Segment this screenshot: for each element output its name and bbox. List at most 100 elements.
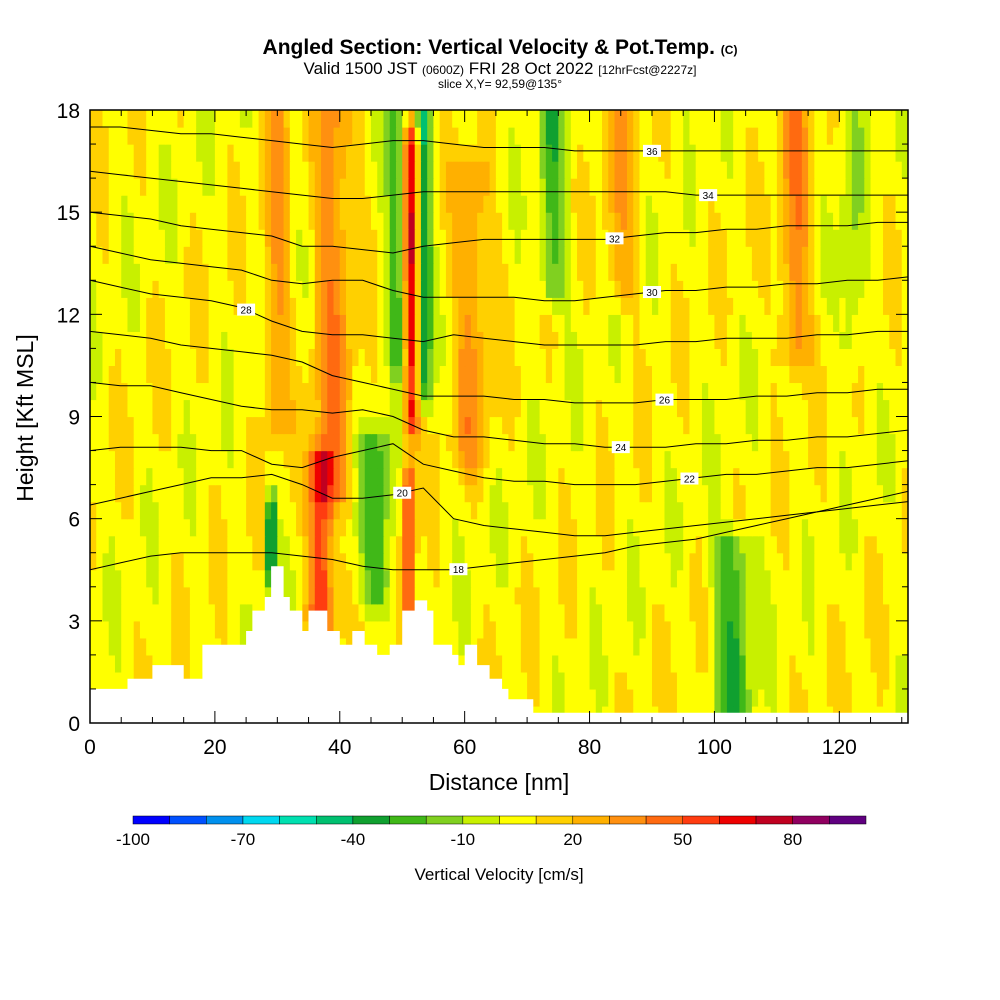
velocity-cell [583, 620, 591, 639]
velocity-cell [620, 331, 628, 349]
velocity-cell [570, 603, 578, 622]
velocity-cell [883, 110, 890, 128]
velocity-cell [808, 348, 815, 367]
velocity-cell [202, 501, 210, 520]
velocity-cell [833, 535, 840, 554]
velocity-cell [171, 433, 179, 452]
velocity-cell [277, 552, 285, 571]
velocity-cell [433, 569, 441, 588]
velocity-cell [864, 501, 872, 520]
velocity-cell [439, 246, 447, 264]
velocity-cell [139, 314, 147, 332]
velocity-cell [583, 433, 591, 452]
velocity-cell [370, 280, 378, 298]
velocity-cell [564, 280, 572, 298]
velocity-cell [233, 399, 241, 418]
velocity-cell [733, 229, 741, 247]
velocity-cell [158, 331, 166, 349]
velocity-cell [676, 195, 684, 213]
velocity-cell [302, 297, 310, 315]
velocity-cell [477, 365, 484, 384]
velocity-cell [489, 637, 497, 656]
velocity-cell [420, 331, 428, 349]
velocity-cell [239, 348, 247, 367]
velocity-cell [121, 518, 129, 537]
velocity-cell [152, 467, 160, 486]
velocity-cell [620, 586, 628, 605]
velocity-cell [783, 569, 790, 588]
velocity-cell [502, 501, 509, 520]
velocity-cell [864, 229, 872, 247]
velocity-cell [389, 586, 397, 605]
velocity-cell [801, 178, 809, 196]
velocity-cell [296, 178, 303, 196]
velocity-cell [402, 110, 410, 128]
velocity-cell [90, 110, 97, 128]
velocity-cell [114, 433, 122, 452]
velocity-cell [714, 229, 722, 247]
velocity-cell [614, 195, 622, 213]
velocity-cell [127, 212, 135, 230]
velocity-cell [227, 110, 235, 128]
velocity-cell [801, 484, 809, 503]
velocity-cell [814, 671, 822, 690]
velocity-cell [146, 331, 154, 349]
velocity-cell [358, 535, 366, 554]
velocity-cell [751, 399, 759, 418]
velocity-cell [776, 195, 784, 213]
velocity-cell [514, 280, 522, 298]
velocity-cell [602, 280, 609, 298]
velocity-cell [726, 688, 734, 707]
velocity-cell [720, 603, 728, 622]
velocity-cell [539, 246, 547, 264]
velocity-cell [445, 110, 453, 128]
velocity-cell [876, 348, 884, 367]
velocity-cell [533, 671, 541, 690]
velocity-cell [614, 280, 622, 298]
velocity-cell [114, 450, 122, 469]
velocity-cell [327, 603, 335, 622]
velocity-cell [558, 518, 566, 537]
velocity-cell [352, 263, 360, 281]
velocity-cell [402, 365, 410, 384]
velocity-cell [689, 603, 697, 622]
velocity-cell [377, 263, 385, 281]
velocity-cell [845, 263, 853, 281]
velocity-cell [202, 586, 210, 605]
x-tick-label: 120 [822, 736, 857, 759]
velocity-cell [495, 620, 503, 639]
velocity-cell [383, 127, 391, 145]
velocity-cell [570, 110, 578, 128]
velocity-cell [639, 365, 647, 384]
velocity-cell [121, 178, 129, 196]
velocity-cell [146, 348, 154, 367]
velocity-cell [158, 212, 166, 230]
velocity-cell [826, 688, 834, 707]
velocity-cell [495, 535, 503, 554]
velocity-cell [683, 569, 691, 588]
velocity-cell [633, 467, 641, 486]
velocity-cell [801, 433, 809, 452]
velocity-cell [714, 603, 722, 622]
velocity-cell [189, 331, 197, 349]
velocity-cell [764, 688, 772, 707]
velocity-cell [177, 603, 185, 622]
velocity-cell [189, 484, 197, 503]
velocity-cell [876, 535, 884, 554]
velocity-cell [114, 365, 122, 384]
velocity-cell [839, 399, 847, 418]
velocity-cell [333, 348, 341, 367]
velocity-cell [689, 331, 697, 349]
velocity-cell [858, 314, 865, 332]
velocity-cell [808, 127, 815, 145]
velocity-cell [795, 416, 803, 435]
velocity-cell [458, 637, 466, 656]
velocity-cell [427, 263, 435, 281]
velocity-cell [720, 450, 728, 469]
velocity-cell [795, 484, 803, 503]
velocity-cell [876, 161, 884, 179]
velocity-cell [114, 178, 122, 196]
velocity-cell [239, 603, 247, 622]
velocity-cell [452, 569, 460, 588]
colorbar-swatch [829, 815, 867, 825]
